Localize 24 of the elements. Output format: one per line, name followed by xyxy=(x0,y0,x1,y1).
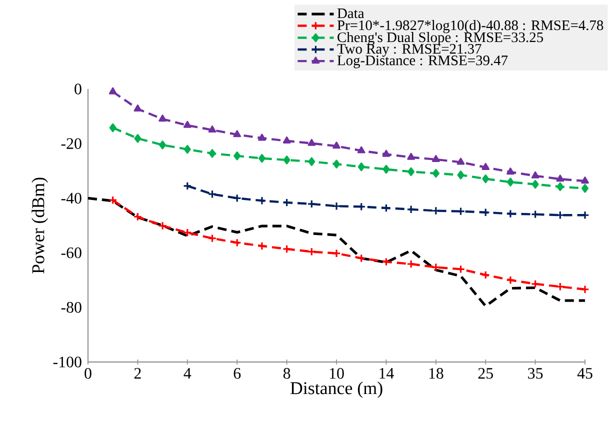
x-tick-label: 8 xyxy=(283,368,290,379)
y-tick-label: -40 xyxy=(61,192,82,204)
x-axis-title: Distance (m) xyxy=(290,382,382,398)
y-tick-label: -60 xyxy=(61,247,82,258)
x-tick-label: 2 xyxy=(134,368,141,379)
x-tick-label: 18 xyxy=(429,368,444,379)
legend-label: Two Ray : RMSE=21.37 xyxy=(337,44,482,57)
legend-label: Pr=10*-1.9827*log10(d)-40.88 : RMSE=4.78 xyxy=(337,20,604,34)
x-tick-label: 14 xyxy=(380,368,394,379)
x-tick-label: 4 xyxy=(184,368,192,379)
x-tick-label: 6 xyxy=(234,368,241,379)
y-tick-label: -80 xyxy=(61,302,82,313)
x-tick-label: 10 xyxy=(330,368,344,379)
y-tick-label: 0 xyxy=(74,84,82,94)
x-tick-label: 25 xyxy=(478,368,493,379)
y-tick-label: -20 xyxy=(61,138,82,149)
y-axis-title: Power (dBm) xyxy=(32,178,48,274)
legend-label: Data xyxy=(337,8,364,18)
legend-label: Cheng's Dual Slope : RMSE=33.25 xyxy=(338,32,543,46)
x-tick-label: 35 xyxy=(528,368,543,379)
x-tick-label: 45 xyxy=(577,368,592,379)
legend-label: Log-Distance : RMSE=39.47 xyxy=(337,56,508,68)
x-tick-label: 0 xyxy=(84,368,92,379)
y-tick-label: -100 xyxy=(53,356,82,368)
